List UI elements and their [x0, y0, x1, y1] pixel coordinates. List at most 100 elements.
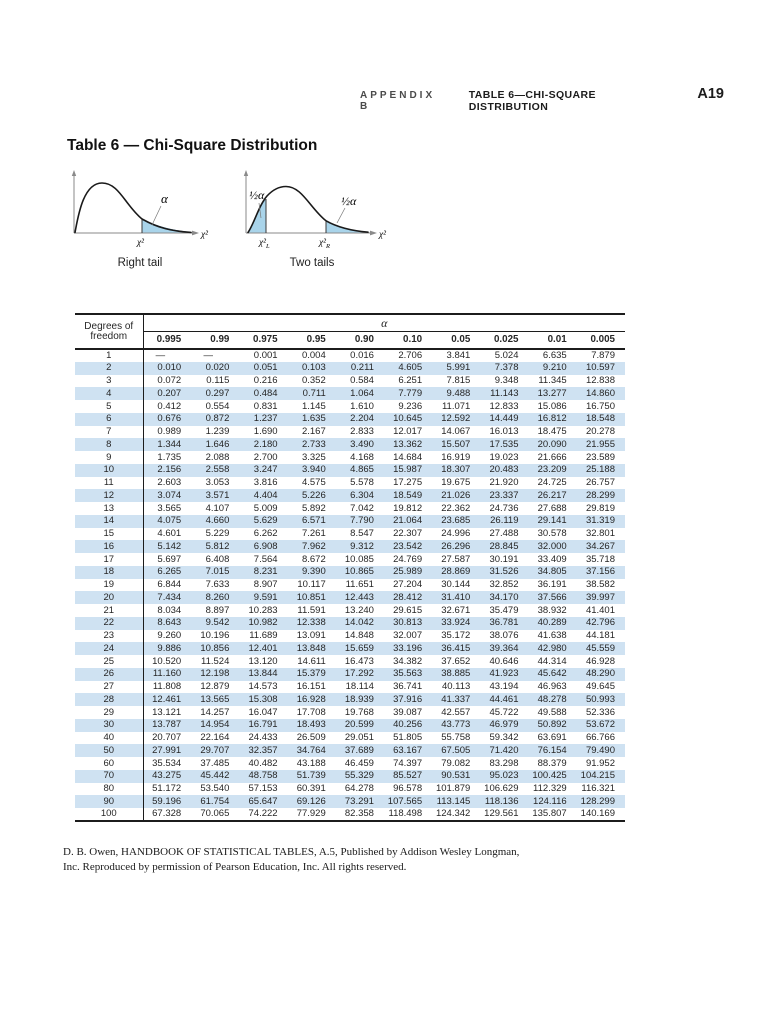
table-row: 27 11.808 12.879 14.573 16.151 18.114 36.741 40… — [75, 680, 625, 694]
chi-square-critical-value: 0.412 — [157, 400, 182, 412]
chi-square-critical-value: 69.126 — [296, 795, 326, 807]
chi-square-critical-value: 32.357 — [248, 744, 278, 756]
right-tail-caption: Right tail — [117, 257, 163, 269]
chi-square-critical-value: 35.172 — [441, 630, 471, 642]
chi-square-critical-value: 40.289 — [537, 617, 567, 629]
chi-square-critical-value: 128.299 — [580, 795, 615, 807]
chi-square-critical-value: 1.646 — [205, 438, 230, 450]
chi-square-critical-value: 3.325 — [301, 451, 326, 463]
chi-square-critical-value: 8.672 — [301, 553, 326, 565]
chi-square-critical-value: 7.434 — [157, 591, 182, 603]
chi-square-critical-value: 26.217 — [537, 489, 567, 501]
chi-square-critical-value: 8.260 — [205, 591, 230, 603]
chi-square-critical-value: 12.461 — [152, 693, 182, 705]
chi-square-critical-value: 45.442 — [200, 770, 230, 782]
chi-square-critical-value: 0.297 — [205, 387, 230, 399]
right-cutoff-label: χ²R — [318, 238, 330, 250]
chi-square-critical-value: 64.278 — [344, 783, 374, 795]
chi-square-critical-value: 24.433 — [248, 732, 278, 744]
table-row: 18 6.265 7.015 8.231 9.390 10.865 25.989 28.869… — [75, 565, 625, 579]
chi-square-critical-value: 19.023 — [489, 451, 519, 463]
degrees-of-freedom-value: 9 — [75, 451, 144, 464]
chi-square-critical-value: 66.766 — [585, 732, 615, 744]
chi-square-critical-value: 3.247 — [253, 464, 278, 476]
chi-square-critical-value: 17.292 — [344, 668, 374, 680]
chi-square-critical-value: 34.267 — [585, 540, 615, 552]
chi-square-critical-value: 7.015 — [205, 566, 230, 578]
chi-square-critical-value: 2.167 — [301, 426, 326, 438]
section-label: TABLE 6—CHI-SQUARE DISTRIBUTION — [468, 89, 596, 113]
chi-square-critical-value: 13.120 — [248, 655, 278, 667]
chi-square-critical-value: 6.265 — [157, 566, 182, 578]
chi-square-critical-value: 14.611 — [297, 655, 326, 667]
chi-square-critical-value: 39.997 — [585, 591, 615, 603]
chi-square-critical-value: 21.920 — [489, 477, 519, 489]
chi-square-critical-value: 21.666 — [537, 451, 567, 463]
chi-square-critical-value: 5.578 — [350, 477, 374, 489]
chi-square-critical-value: 12.443 — [344, 591, 374, 603]
chi-square-critical-value: 38.885 — [441, 668, 471, 680]
chi-square-critical-value: 27.587 — [441, 553, 471, 565]
chi-square-critical-value: 0.584 — [350, 375, 374, 387]
chi-square-critical-value: 37.485 — [200, 757, 230, 769]
chi-square-critical-value: 12.879 — [200, 681, 230, 693]
chi-square-critical-value: 1.735 — [157, 451, 182, 463]
chi-square-critical-value: 41.638 — [537, 630, 567, 642]
alpha-column-header: 0.95 — [287, 331, 336, 350]
x-axis-arrow-icon — [370, 230, 377, 236]
table-row: 5 0.412 0.554 0.831 1.145 1.610 9.236 11.071 12.… — [75, 400, 625, 413]
chi-square-critical-value: 101.879 — [435, 783, 471, 795]
chi-square-critical-value: 59.196 — [152, 795, 182, 807]
degrees-of-freedom-value: 14 — [75, 514, 144, 528]
chi-square-critical-value: 38.582 — [585, 579, 615, 591]
table-row: 11 2.603 3.053 3.816 4.575 5.578 17.275 19.675 2… — [75, 476, 625, 490]
chi-square-critical-value: 12.017 — [393, 426, 423, 438]
chi-square-critical-value: 48.758 — [248, 770, 278, 782]
chi-square-critical-value: 11.524 — [201, 655, 230, 667]
x-axis-label: χ² — [200, 230, 208, 240]
chi-square-critical-value: 22.362 — [441, 502, 471, 514]
table-row: 2 0.010 0.020 0.051 0.103 0.211 4.605 5.991 7.37… — [75, 361, 625, 375]
chi-square-critical-value: 1.237 — [253, 413, 278, 425]
chi-square-critical-value: 9.236 — [398, 400, 423, 412]
chi-square-critical-value: 16.013 — [489, 426, 519, 438]
chi-square-critical-value: 90.531 — [441, 770, 471, 782]
chi-square-curve — [247, 185, 369, 234]
chi-square-critical-value: 27.204 — [393, 579, 423, 591]
table-row: 3 0.072 0.115 0.216 0.352 0.584 6.251 7.815 9.34… — [75, 374, 625, 388]
chi-square-critical-value: 124.116 — [533, 795, 567, 807]
chi-square-critical-value: 19.675 — [441, 477, 471, 489]
chi-square-critical-value: 3.053 — [205, 477, 230, 489]
chi-square-critical-value: 41.923 — [489, 668, 519, 680]
chi-square-critical-value: 3.490 — [350, 438, 374, 450]
chi-square-critical-value: 34.382 — [393, 655, 423, 667]
degrees-of-freedom-value: 20 — [75, 591, 144, 604]
table-row: 1 — — 0.001 0.004 0.016 2.706 3.841 5.024 6.635 7.… — [75, 349, 625, 362]
table-row: 80 51.172 53.540 57.153 60.391 64.278 96.578 10… — [75, 782, 625, 796]
chi-square-critical-value: 4.865 — [350, 464, 374, 476]
chi-square-critical-value: 37.566 — [537, 591, 567, 603]
chi-square-critical-value: 10.520 — [152, 655, 182, 667]
chi-square-critical-value: 2.180 — [253, 438, 278, 450]
y-axis-arrow-icon — [243, 170, 249, 176]
chi-square-critical-value: 15.086 — [537, 400, 567, 412]
chi-square-critical-value: 5.629 — [253, 515, 278, 527]
chi-square-critical-value: 32.000 — [537, 540, 567, 552]
chi-square-critical-value: 21.955 — [585, 438, 615, 450]
chi-square-critical-value: 46.979 — [489, 719, 519, 731]
chi-square-critical-value: 45.722 — [489, 706, 519, 718]
chi-square-critical-value: 27.488 — [489, 528, 519, 540]
chi-square-critical-value: 37.689 — [344, 744, 374, 756]
table-row: 7 0.989 1.239 1.690 2.167 2.833 12.017 14.067 16… — [75, 425, 625, 439]
chi-square-critical-value: 43.773 — [441, 719, 471, 731]
chi-square-critical-value: 53.540 — [200, 783, 230, 795]
chi-square-critical-value: 32.007 — [393, 630, 423, 642]
chi-square-critical-value: 43.188 — [296, 757, 326, 769]
table-body: 1 — — 0.001 0.004 0.016 2.706 3.841 5.024 6.635 7.… — [75, 349, 625, 822]
chi-square-critical-value: 7.790 — [350, 515, 374, 527]
chi-square-critical-value: 37.652 — [441, 655, 471, 667]
chi-square-critical-value: 14.067 — [441, 426, 471, 438]
source-citation: D. B. Owen, HANDBOOK OF STATISTICAL TABL… — [63, 845, 519, 874]
degrees-of-freedom-value: 60 — [75, 757, 144, 770]
chi-square-critical-value: 0.072 — [157, 375, 182, 387]
